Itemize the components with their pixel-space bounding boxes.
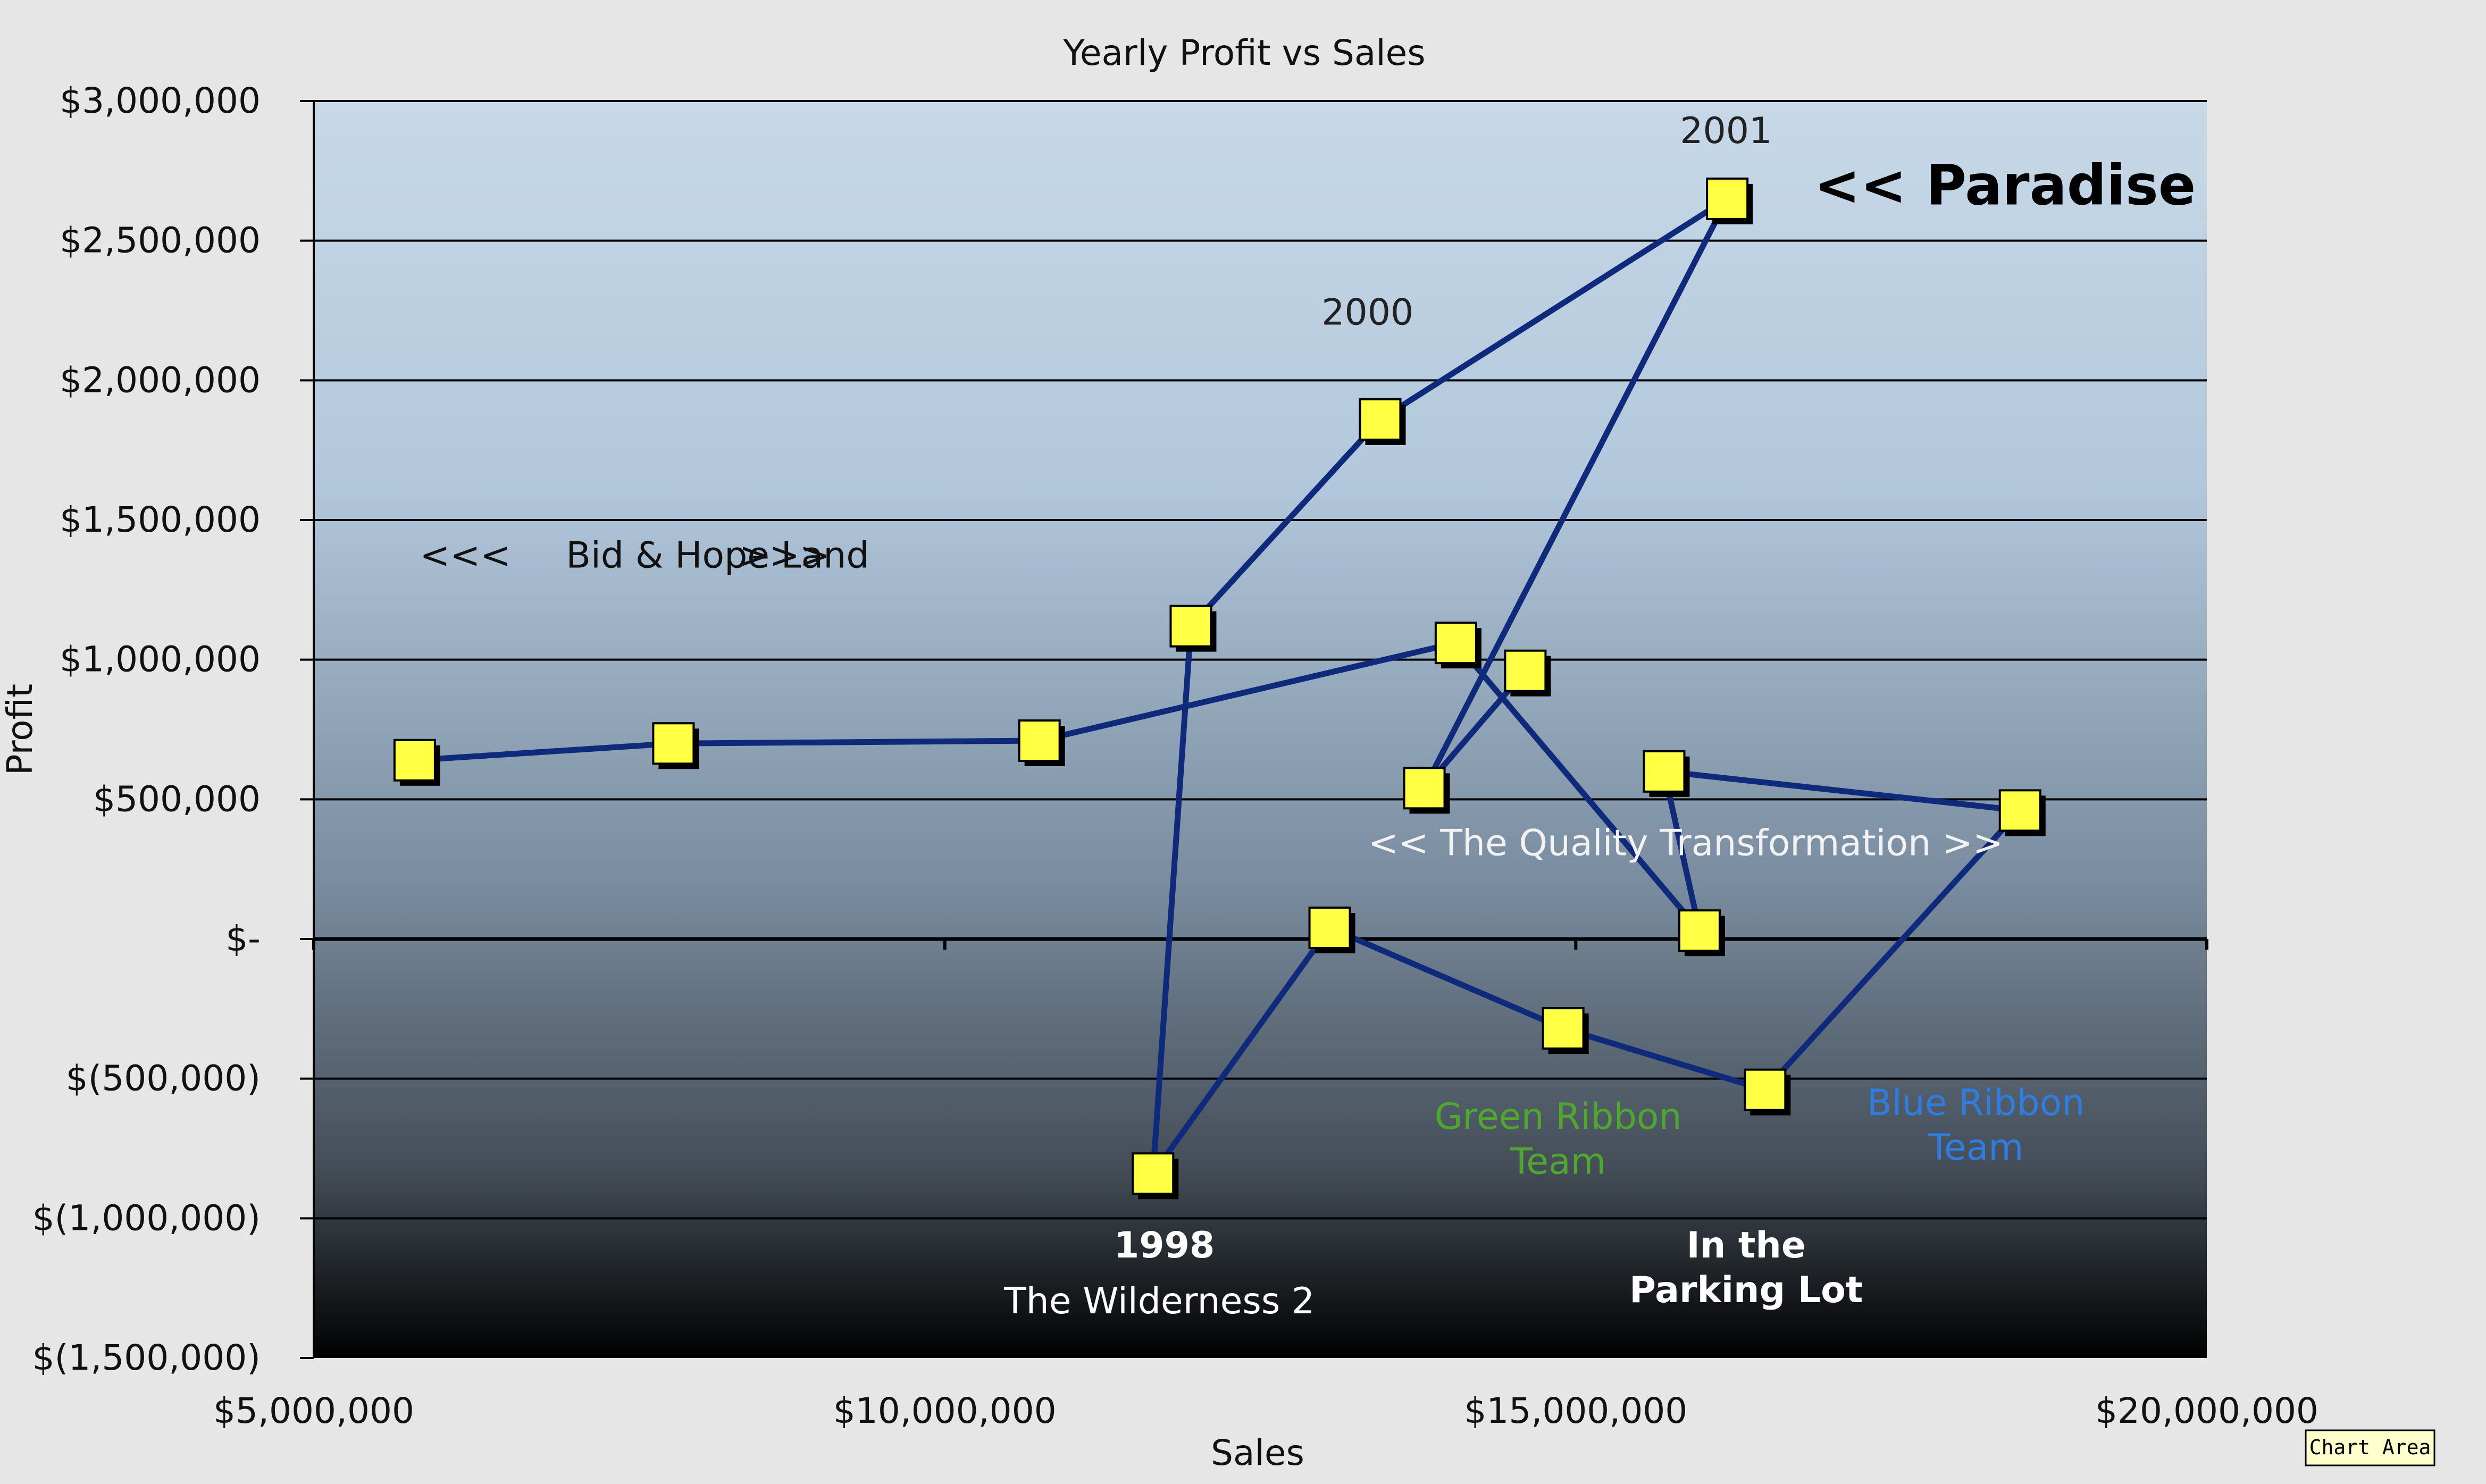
y-tick-label: $1,000,000: [60, 639, 261, 680]
x-tick-label: $5,000,000: [213, 1390, 414, 1431]
annotation-wilderness: The Wilderness 2: [1003, 1280, 1315, 1322]
data-markers: [393, 177, 2046, 1200]
plot-area[interactable]: [314, 101, 2207, 1358]
data-point: [1678, 909, 1725, 957]
x-tick-label: $20,000,000: [2095, 1390, 2318, 1431]
annotation-blue-2: Team: [1928, 1127, 2024, 1169]
y-axis-tick-labels: $3,000,000 $2,500,000 $2,000,000 $1,500,000…: [32, 80, 261, 1378]
data-point: [1169, 605, 1217, 652]
grid-lines: [314, 100, 2207, 1220]
data-point: [1542, 1007, 1589, 1054]
data-point: [1359, 398, 1406, 445]
data-point: [1403, 767, 1450, 814]
data-point: [1018, 719, 1065, 767]
annotation-quality: << The Quality Transformation >>: [1368, 822, 2003, 864]
y-tick-label: $-: [225, 918, 261, 959]
chart-area-tooltip: Chart Area: [2305, 1429, 2435, 1466]
y-axis-ticks: [300, 100, 314, 1359]
annotation-paradise: << Paradise: [1814, 153, 2196, 217]
data-point: [652, 722, 699, 769]
y-tick-label: $(1,000,000): [32, 1197, 261, 1238]
data-point: [1132, 1152, 1179, 1200]
y-tick-label: $2,000,000: [60, 359, 261, 400]
annotation-bid-left: <<<: [420, 534, 510, 576]
data-point: [1643, 750, 1690, 797]
annotation-year-2001: 2001: [1680, 110, 1772, 152]
y-axis-title: Profit: [0, 684, 40, 775]
y-tick-label: $(1,500,000): [32, 1337, 261, 1378]
data-point: [1504, 649, 1551, 697]
annotation-parking-2: Parking Lot: [1629, 1269, 1863, 1311]
data-point: [1998, 789, 2046, 836]
data-point: [1706, 177, 1753, 224]
chart-area-tooltip-label: Chart Area: [2309, 1436, 2431, 1459]
annotation-bid-label: Bid & Hope Land: [566, 534, 869, 576]
annotation-green-2: Team: [1510, 1141, 1606, 1183]
annotation-year-1998: 1998: [1114, 1225, 1215, 1267]
chart-annotations: <<< Bid & Hope Land>>> << Paradise 2001 2000…: [420, 110, 2196, 1322]
x-axis-tick-labels: $5,000,000 $10,000,000 $15,000,000 $20,000,…: [213, 1390, 2318, 1431]
x-tick-label: $15,000,000: [1464, 1390, 1687, 1431]
data-point: [1744, 1068, 1791, 1116]
annotation-blue-1: Blue Ribbon: [1867, 1082, 2085, 1124]
data-point: [1308, 906, 1355, 953]
y-tick-label: $500,000: [93, 778, 261, 819]
chart-title: Yearly Profit vs Sales: [1062, 32, 1425, 73]
x-tick-label: $10,000,000: [833, 1390, 1057, 1431]
y-tick-label: $1,500,000: [60, 499, 261, 540]
annotation-green-1: Green Ribbon: [1435, 1096, 1682, 1138]
annotation-parking-1: In the: [1687, 1225, 1806, 1267]
data-point: [1434, 622, 1481, 669]
series-line: [414, 196, 2023, 1177]
annotation-year-2000: 2000: [1321, 291, 1413, 333]
data-point: [393, 739, 440, 786]
x-axis-title: Sales: [1211, 1432, 1304, 1473]
y-tick-label: $3,000,000: [60, 80, 261, 121]
annotation-bid-right: >>>: [739, 534, 830, 576]
y-tick-label: $2,500,000: [60, 220, 261, 261]
y-tick-label: $(500,000): [66, 1058, 261, 1099]
